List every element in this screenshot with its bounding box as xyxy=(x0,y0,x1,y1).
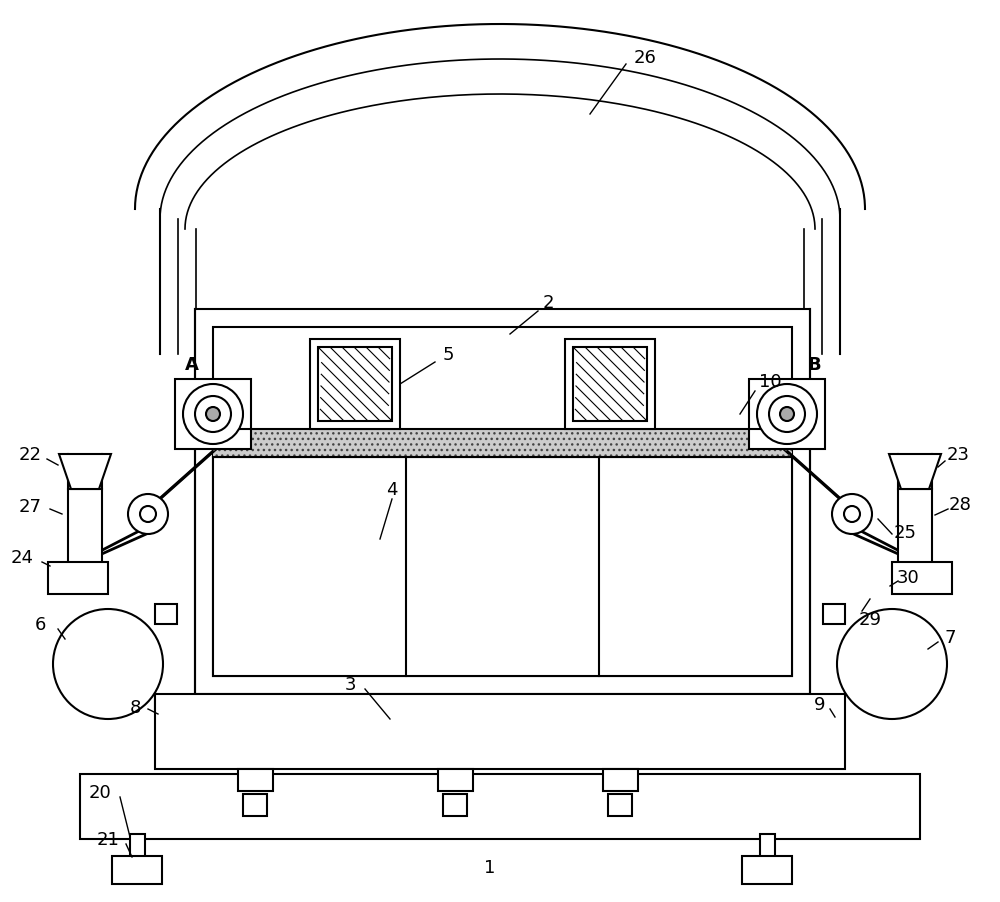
Bar xyxy=(130,834,145,859)
Text: 7: 7 xyxy=(944,629,956,647)
Bar xyxy=(443,794,467,816)
Bar xyxy=(318,347,392,421)
Circle shape xyxy=(837,610,947,719)
Text: 26: 26 xyxy=(634,49,656,67)
Text: 20: 20 xyxy=(89,783,111,801)
Bar xyxy=(155,604,177,624)
Bar xyxy=(48,562,108,594)
Bar xyxy=(213,457,792,676)
Text: A: A xyxy=(185,355,199,373)
Bar xyxy=(603,769,638,791)
Text: 30: 30 xyxy=(897,568,919,586)
Bar xyxy=(573,347,647,421)
Bar xyxy=(213,429,792,457)
Text: 22: 22 xyxy=(19,446,42,464)
Circle shape xyxy=(206,408,220,421)
Text: 4: 4 xyxy=(386,481,398,499)
Circle shape xyxy=(140,506,156,522)
Text: 6: 6 xyxy=(34,615,46,633)
Bar xyxy=(213,429,792,457)
Circle shape xyxy=(195,397,231,433)
Bar xyxy=(310,340,400,429)
Bar xyxy=(195,309,810,695)
Text: 8: 8 xyxy=(129,698,141,716)
Bar xyxy=(155,695,845,769)
Text: 29: 29 xyxy=(858,611,882,629)
Bar xyxy=(892,562,952,594)
Circle shape xyxy=(780,408,794,421)
Circle shape xyxy=(128,494,168,534)
Bar xyxy=(438,769,473,791)
Polygon shape xyxy=(889,455,941,490)
Text: 21: 21 xyxy=(97,830,119,848)
Text: B: B xyxy=(807,355,821,373)
Text: 9: 9 xyxy=(814,695,826,713)
Bar xyxy=(112,856,162,884)
Bar xyxy=(742,856,792,884)
Circle shape xyxy=(844,506,860,522)
Text: 25: 25 xyxy=(894,523,916,541)
Circle shape xyxy=(757,384,817,445)
Bar xyxy=(608,794,632,816)
Bar xyxy=(175,380,251,449)
Bar xyxy=(565,340,655,429)
Circle shape xyxy=(183,384,243,445)
Text: 24: 24 xyxy=(11,548,34,566)
Bar xyxy=(760,834,775,859)
Bar xyxy=(213,429,792,457)
Text: 28: 28 xyxy=(949,495,971,513)
Bar xyxy=(823,604,845,624)
Bar xyxy=(238,769,273,791)
Bar xyxy=(749,380,825,449)
Circle shape xyxy=(769,397,805,433)
Text: 1: 1 xyxy=(484,858,496,876)
Text: 5: 5 xyxy=(442,345,454,364)
Text: 27: 27 xyxy=(19,497,42,515)
Bar xyxy=(898,490,932,575)
Bar xyxy=(213,327,792,676)
Text: 3: 3 xyxy=(344,676,356,694)
Text: 23: 23 xyxy=(946,446,970,464)
Bar xyxy=(68,490,102,575)
Circle shape xyxy=(832,494,872,534)
Bar xyxy=(80,774,920,839)
Text: 2: 2 xyxy=(542,294,554,312)
Polygon shape xyxy=(59,455,111,490)
Bar xyxy=(243,794,267,816)
Circle shape xyxy=(53,610,163,719)
Text: 10: 10 xyxy=(759,373,781,391)
